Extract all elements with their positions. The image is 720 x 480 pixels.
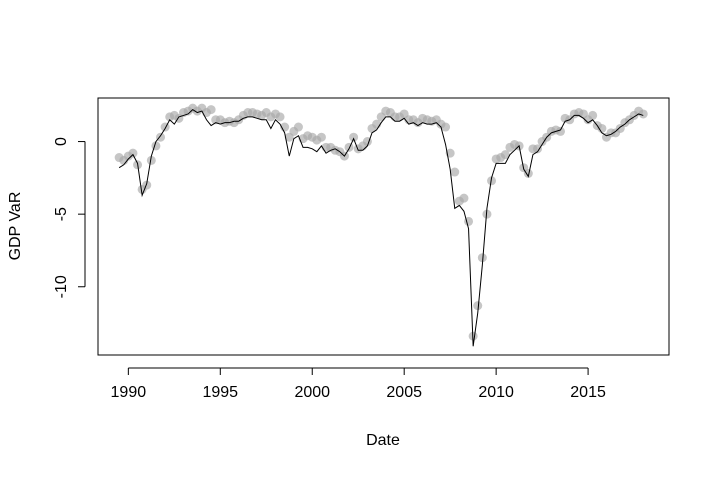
data-point [293,122,303,132]
data-point [556,126,566,136]
data-point [206,105,216,115]
y-axis-label: GDP VaR [7,192,24,261]
data-point [275,112,285,122]
data-point [349,132,359,142]
data-point [477,253,487,263]
x-axis-label: Date [366,432,400,449]
y-tick-label: -10 [53,275,70,298]
y-tick-label: -5 [53,207,70,221]
data-point [588,110,598,120]
data-point [316,132,326,142]
data-point [638,109,648,119]
x-tick-label: 2005 [386,384,422,401]
x-tick-label: 2015 [570,384,606,401]
plot-frame [97,97,670,356]
data-point [156,132,166,142]
data-line [118,108,644,347]
y-tick-label: 0 [53,137,70,146]
x-tick-label: 1990 [111,384,147,401]
data-point [450,167,460,177]
data-point [142,180,152,190]
data-point [533,144,543,154]
data-point [128,148,138,158]
x-tick-label: 2000 [294,384,330,401]
x-tick-label: 2010 [478,384,514,401]
data-point [500,150,510,160]
data-point [160,122,170,132]
data-point [473,301,483,311]
data-point [597,123,607,133]
data-point [146,155,156,165]
data-point [441,122,451,132]
x-tick-label: 1995 [202,384,238,401]
data-point [523,169,533,179]
data-point [344,142,354,152]
data-point [459,193,469,203]
